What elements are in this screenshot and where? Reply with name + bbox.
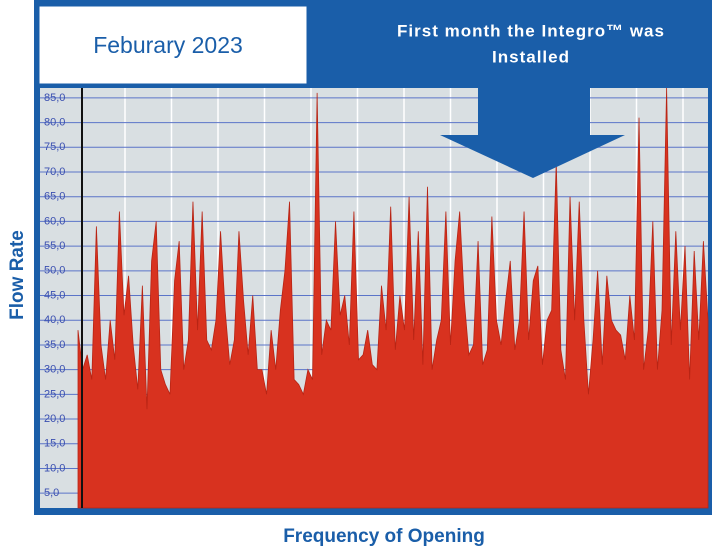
y-tick-label: 40,0 <box>44 314 65 326</box>
flow-area <box>77 87 709 509</box>
title-box <box>36 3 310 87</box>
y-tick-label: 70,0 <box>44 166 65 178</box>
y-axis-label: Flow Rate <box>7 230 28 320</box>
y-tick-label: 55,0 <box>44 240 65 252</box>
y-tick-label: 60,0 <box>44 215 65 227</box>
annotation: First month the Integro™ was <box>397 21 665 40</box>
callout-box <box>350 0 712 88</box>
y-tick-label: 45,0 <box>44 289 65 301</box>
y-tick-label: 50,0 <box>44 265 65 277</box>
chart-title: Feburary 2023 <box>93 32 243 58</box>
y-tick-label: 5,0 <box>44 487 59 499</box>
y-tick-label: 30,0 <box>44 364 65 376</box>
y-tick-label: 35,0 <box>44 339 65 351</box>
y-tick-label: 20,0 <box>44 413 65 425</box>
y-tick-label: 25,0 <box>44 388 65 400</box>
y-tick-label: 15,0 <box>44 438 65 450</box>
y-tick-label: 65,0 <box>44 191 65 203</box>
y-tick-label: 80,0 <box>44 116 65 128</box>
y-tick-label: 75,0 <box>44 141 65 153</box>
annotation: Installed <box>492 47 570 66</box>
y-tick-label: 10,0 <box>44 462 65 474</box>
callout-arrow <box>440 86 625 178</box>
x-axis-label: Frequency of Opening <box>283 526 485 547</box>
y-tick-label: 85,0 <box>44 92 65 104</box>
